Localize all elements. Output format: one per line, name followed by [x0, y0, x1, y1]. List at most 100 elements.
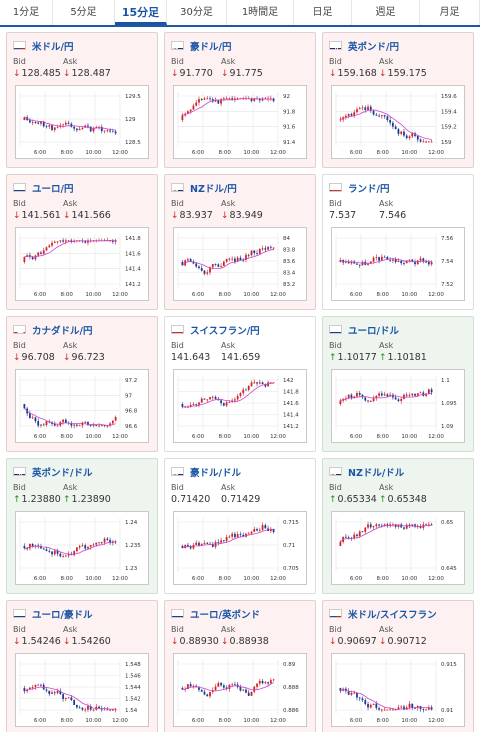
ask-price: 141.566 [71, 210, 111, 221]
currency-pair-card[interactable]: 英ポンド/円 Bid ↓159.168 Ask ↓159.175 159.6 159.4 15… [322, 32, 474, 168]
candle-body [111, 131, 114, 133]
candle-body [76, 547, 78, 552]
chart-panel[interactable]: 92 91.8 91.6 91.4 6:00 8:00 10:00 12:00 [173, 85, 307, 159]
chart-panel[interactable]: 0.915 0.91 6:00 8:00 10:00 12:00 [331, 653, 465, 727]
chart-panel[interactable]: 1.24 1.235 1.23 6:00 8:00 10:00 12:00 [15, 511, 149, 585]
x-tick-label: 10:00 [401, 576, 417, 582]
bid-label: Bid [171, 341, 184, 350]
chart-panel[interactable]: 1.548 1.546 1.544 1.542 1.54 6:00 8:00 10:00 12:… [15, 653, 149, 727]
moving-average-line [182, 528, 274, 549]
candle-body [372, 398, 375, 402]
price-chart: 0.715 0.71 0.705 6:00 8:00 10:00 12:00 [177, 518, 299, 582]
chart-panel[interactable]: 0.65 0.645 6:00 8:00 10:00 12:00 [331, 511, 465, 585]
pair-name-link[interactable]: 豪ドル/円 [190, 41, 232, 53]
currency-pair-card[interactable]: ユーロ/円 Bid ↓141.561 Ask ↓141.566 141.8 141.6 141… [6, 174, 158, 310]
y-tick-label: 142 [283, 378, 294, 384]
currency-pair-card[interactable]: ランド/円 Bid 7.537 Ask 7.546 7.56 7.54 7.52 6:00 8:0… [322, 174, 474, 310]
currency-pair-card[interactable]: 豪ドル/ドル Bid 0.71420 Ask 0.71429 0.715 0.71 0.705… [164, 458, 316, 594]
candle-body [64, 122, 67, 125]
flag-icon [329, 41, 342, 50]
pair-name-link[interactable]: NZドル/ドル [348, 467, 405, 479]
chart-panel[interactable]: 0.89 0.888 0.886 6:00 8:00 10:00 12:00 [173, 653, 307, 727]
pair-name-link[interactable]: 豪ドル/ドル [190, 467, 241, 479]
bid-label: Bid [171, 625, 184, 634]
currency-pair-card[interactable]: ユーロ/豪ドル Bid ↓1.54246 Ask ↓1.54260 1.548 1.546 1… [6, 600, 158, 732]
pair-name-link[interactable]: 英ポンド/ドル [32, 467, 93, 479]
candle-body [347, 691, 350, 695]
chart-panel[interactable]: 141.8 141.6 141.4 141.2 6:00 8:00 10:00 12:00 [15, 227, 149, 301]
bid-value: ↑1.23880 [13, 494, 61, 505]
tab-timeframe[interactable]: 30分足 [167, 0, 227, 25]
candle-body [234, 684, 236, 686]
y-tick-label: 1.09 [441, 424, 454, 430]
tab-timeframe[interactable]: 月足 [420, 0, 480, 25]
candle-body [356, 692, 358, 698]
currency-pair-card[interactable]: 豪ドル/円 Bid ↓91.770 Ask ↓91.775 92 91.8 91.6 91.4 6… [164, 32, 316, 168]
flag-icon [13, 609, 26, 618]
pair-name-link[interactable]: 米ドル/スイスフラン [348, 609, 437, 621]
pair-name-link[interactable]: 英ポンド/円 [348, 41, 399, 53]
chart-panel[interactable]: 84 83.8 83.6 83.4 83.2 6:00 8:00 10:00 12:00 [173, 227, 307, 301]
tab-timeframe[interactable]: 5分足 [53, 0, 115, 25]
currency-pair-card[interactable]: 英ポンド/ドル Bid ↑1.23880 Ask ↑1.23890 1.24 1.235 1.… [6, 458, 158, 594]
pair-name-link[interactable]: スイスフラン/円 [190, 325, 260, 337]
currency-pair-card[interactable]: ユーロ/英ポンド Bid ↓0.88930 Ask ↓0.88938 0.89 0.888 0… [164, 600, 316, 732]
ask-label: Ask [221, 57, 236, 66]
pair-name-link[interactable]: 米ドル/円 [32, 41, 74, 53]
pair-name-link[interactable]: ユーロ/ドル [348, 325, 399, 337]
candle-body [403, 263, 405, 264]
candle-body [403, 706, 405, 710]
candle-body [339, 119, 342, 121]
pair-name-link[interactable]: ユーロ/円 [32, 183, 74, 195]
currency-pair-card[interactable]: ユーロ/ドル Bid ↑1.10177 Ask ↑1.10181 1.1 1.095 1.09… [322, 316, 474, 452]
y-tick-label: 159 [441, 140, 452, 146]
candle-body [67, 122, 70, 124]
card-title: 米ドル/円 [13, 39, 74, 53]
arrow-down-icon: ↓ [63, 69, 71, 79]
candle-body [56, 425, 59, 427]
currency-pair-card[interactable]: スイスフラン/円 Bid 141.643 Ask 141.659 142 141.8 141.… [164, 316, 316, 452]
ask-price: 141.659 [221, 352, 261, 363]
currency-pair-card[interactable]: 米ドル/円 Bid ↓128.485 Ask ↓128.487 129.5 129 128.5… [6, 32, 158, 168]
chart-panel[interactable]: 7.56 7.54 7.52 6:00 8:00 10:00 12:00 [331, 227, 465, 301]
pair-name-link[interactable]: ユーロ/英ポンド [190, 609, 260, 621]
candle-body [231, 98, 234, 100]
candle-body [392, 709, 394, 711]
candle-body [181, 688, 184, 690]
ask-value: 7.546 [379, 210, 406, 221]
candle-body [408, 703, 411, 708]
chart-panel[interactable]: 0.715 0.71 0.705 6:00 8:00 10:00 12:00 [173, 511, 307, 585]
currency-pair-card[interactable]: 米ドル/スイスフラン Bid ↓0.90697 Ask ↓0.90712 0.915 0.9… [322, 600, 474, 732]
chart-panel[interactable]: 159.6 159.4 159.2 159 6:00 8:00 10:00 12:00 [331, 85, 465, 159]
chart-panel[interactable]: 142 141.8 141.6 141.4 141.2 6:00 8:00 10:00 12:0… [173, 369, 307, 443]
pair-name-link[interactable]: NZドル/円 [190, 183, 237, 195]
currency-pair-card[interactable]: カナダドル/円 Bid ↓96.708 Ask ↓96.723 97.2 97 96.8 96.… [6, 316, 158, 452]
tab-timeframe[interactable]: 週足 [352, 0, 420, 25]
candle-body [84, 422, 87, 423]
chart-panel[interactable]: 129.5 129 128.5 6:00 8:00 10:00 12:00 [15, 85, 149, 159]
pair-name-link[interactable]: ユーロ/豪ドル [32, 609, 93, 621]
tab-timeframe[interactable]: 1時間足 [227, 0, 294, 25]
candle-body [59, 690, 62, 695]
candle-body [51, 692, 53, 694]
candle-body [187, 684, 189, 689]
currency-pair-card[interactable]: NZドル/円 Bid ↓83.937 Ask ↓83.949 84 83.8 83.6 83.4… [164, 174, 316, 310]
chart-panel[interactable]: 97.2 97 96.8 96.6 6:00 8:00 10:00 12:00 [15, 369, 149, 443]
candle-body [430, 707, 433, 710]
pair-name-link[interactable]: カナダドル/円 [32, 325, 93, 337]
candle-body [211, 396, 214, 398]
pair-name-link[interactable]: ランド/円 [348, 183, 390, 195]
candle-body [23, 546, 26, 549]
currency-pair-card[interactable]: NZドル/ドル Bid ↑0.65334 Ask ↑0.65348 0.65 0.645 6:… [322, 458, 474, 594]
chart-panel[interactable]: 1.1 1.095 1.09 6:00 8:00 10:00 12:00 [331, 369, 465, 443]
candle-body [220, 266, 222, 267]
y-tick-label: 0.886 [283, 708, 299, 714]
candle-body [106, 130, 109, 132]
tab-timeframe[interactable]: 1分足 [0, 0, 53, 25]
tab-timeframe[interactable]: 日足 [294, 0, 352, 25]
candle-body [23, 256, 26, 262]
candle-body [225, 537, 228, 541]
candle-body [23, 688, 26, 692]
ask-value: ↓91.775 [221, 68, 263, 79]
tab-timeframe[interactable]: 15分足 [115, 0, 167, 25]
